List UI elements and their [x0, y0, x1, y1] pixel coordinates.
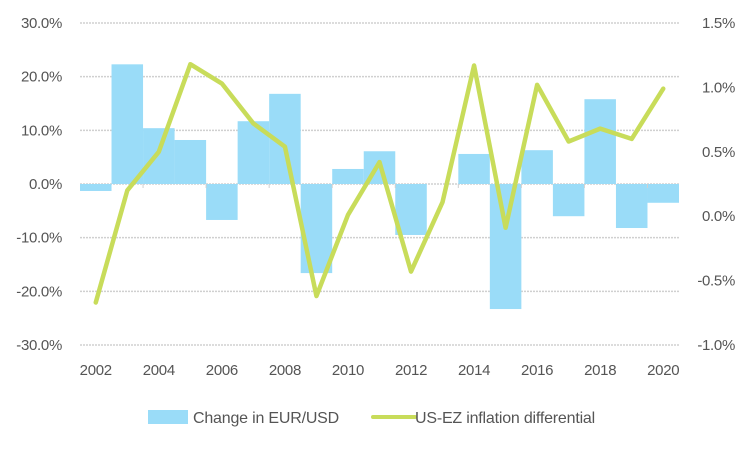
bar-2017 [552, 184, 585, 217]
right-axis-tick-label: 1.5% [702, 15, 735, 32]
x-axis-tick-label: 2018 [584, 362, 616, 379]
right-axis-tick-label: 1.0% [702, 79, 735, 96]
left-axis-tick-label: 0.0% [29, 176, 62, 193]
right-axis: 1.5% 1.0% 0.5% 0.0% -0.5% -1.0% [697, 15, 735, 354]
right-axis-tick-label: -1.0% [697, 337, 735, 354]
x-axis-tick-label: 2006 [206, 362, 238, 379]
left-axis-tick-label: 20.0% [21, 69, 62, 86]
line-series [93, 61, 666, 305]
left-axis-tick-label: -10.0% [16, 230, 62, 247]
x-axis-tick-label: 2008 [269, 362, 301, 379]
left-axis-tick-label: 10.0% [21, 122, 62, 139]
left-axis-tick-label: 30.0% [21, 15, 62, 32]
bar-2019 [615, 184, 648, 229]
legend-label-inflation: US-EZ inflation differential [415, 410, 595, 427]
legend-swatch-eurusd [148, 410, 188, 424]
x-axis-tick-label: 2020 [647, 362, 679, 379]
bar-2015 [489, 184, 522, 310]
legend: Change in EUR/USD US-EZ inflation differ… [148, 410, 595, 427]
bar-series [80, 64, 679, 310]
bar-2009 [300, 184, 333, 274]
x-axis-tick-label: 2012 [395, 362, 427, 379]
x-axis-tick-label: 2010 [332, 362, 364, 379]
bar-2010 [332, 168, 364, 184]
bar-2002 [80, 184, 112, 191]
left-axis-tick-label: -20.0% [16, 283, 62, 300]
x-axis-tick-label: 2002 [80, 362, 112, 379]
bar-2018 [584, 99, 616, 184]
bar-2016 [521, 150, 553, 184]
right-axis-tick-label: 0.0% [702, 208, 735, 225]
x-axis-tick-label: 2014 [458, 362, 490, 379]
right-axis-tick-label: 0.5% [702, 144, 735, 161]
bar-2005 [174, 139, 207, 184]
legend-label-eurusd: Change in EUR/USD [193, 410, 339, 427]
bar-2012 [395, 184, 427, 235]
bar-2014 [458, 153, 490, 184]
left-axis: 30.0% 20.0% 10.0% 0.0% -10.0% -20.0% -30.0% [16, 15, 62, 354]
x-axis-tick-label: 2004 [143, 362, 175, 379]
right-axis-tick-label: -0.5% [697, 273, 735, 290]
x-axis-tick-label: 2016 [521, 362, 553, 379]
bar-2004 [143, 128, 175, 184]
bar-2003 [111, 64, 144, 184]
x-axis: 2002 2004 2006 2008 2010 2012 2014 2016 2018 2020 [80, 184, 680, 379]
bar-2020 [647, 184, 679, 203]
left-axis-tick-label: -30.0% [16, 337, 62, 354]
bar-2006 [206, 184, 238, 220]
